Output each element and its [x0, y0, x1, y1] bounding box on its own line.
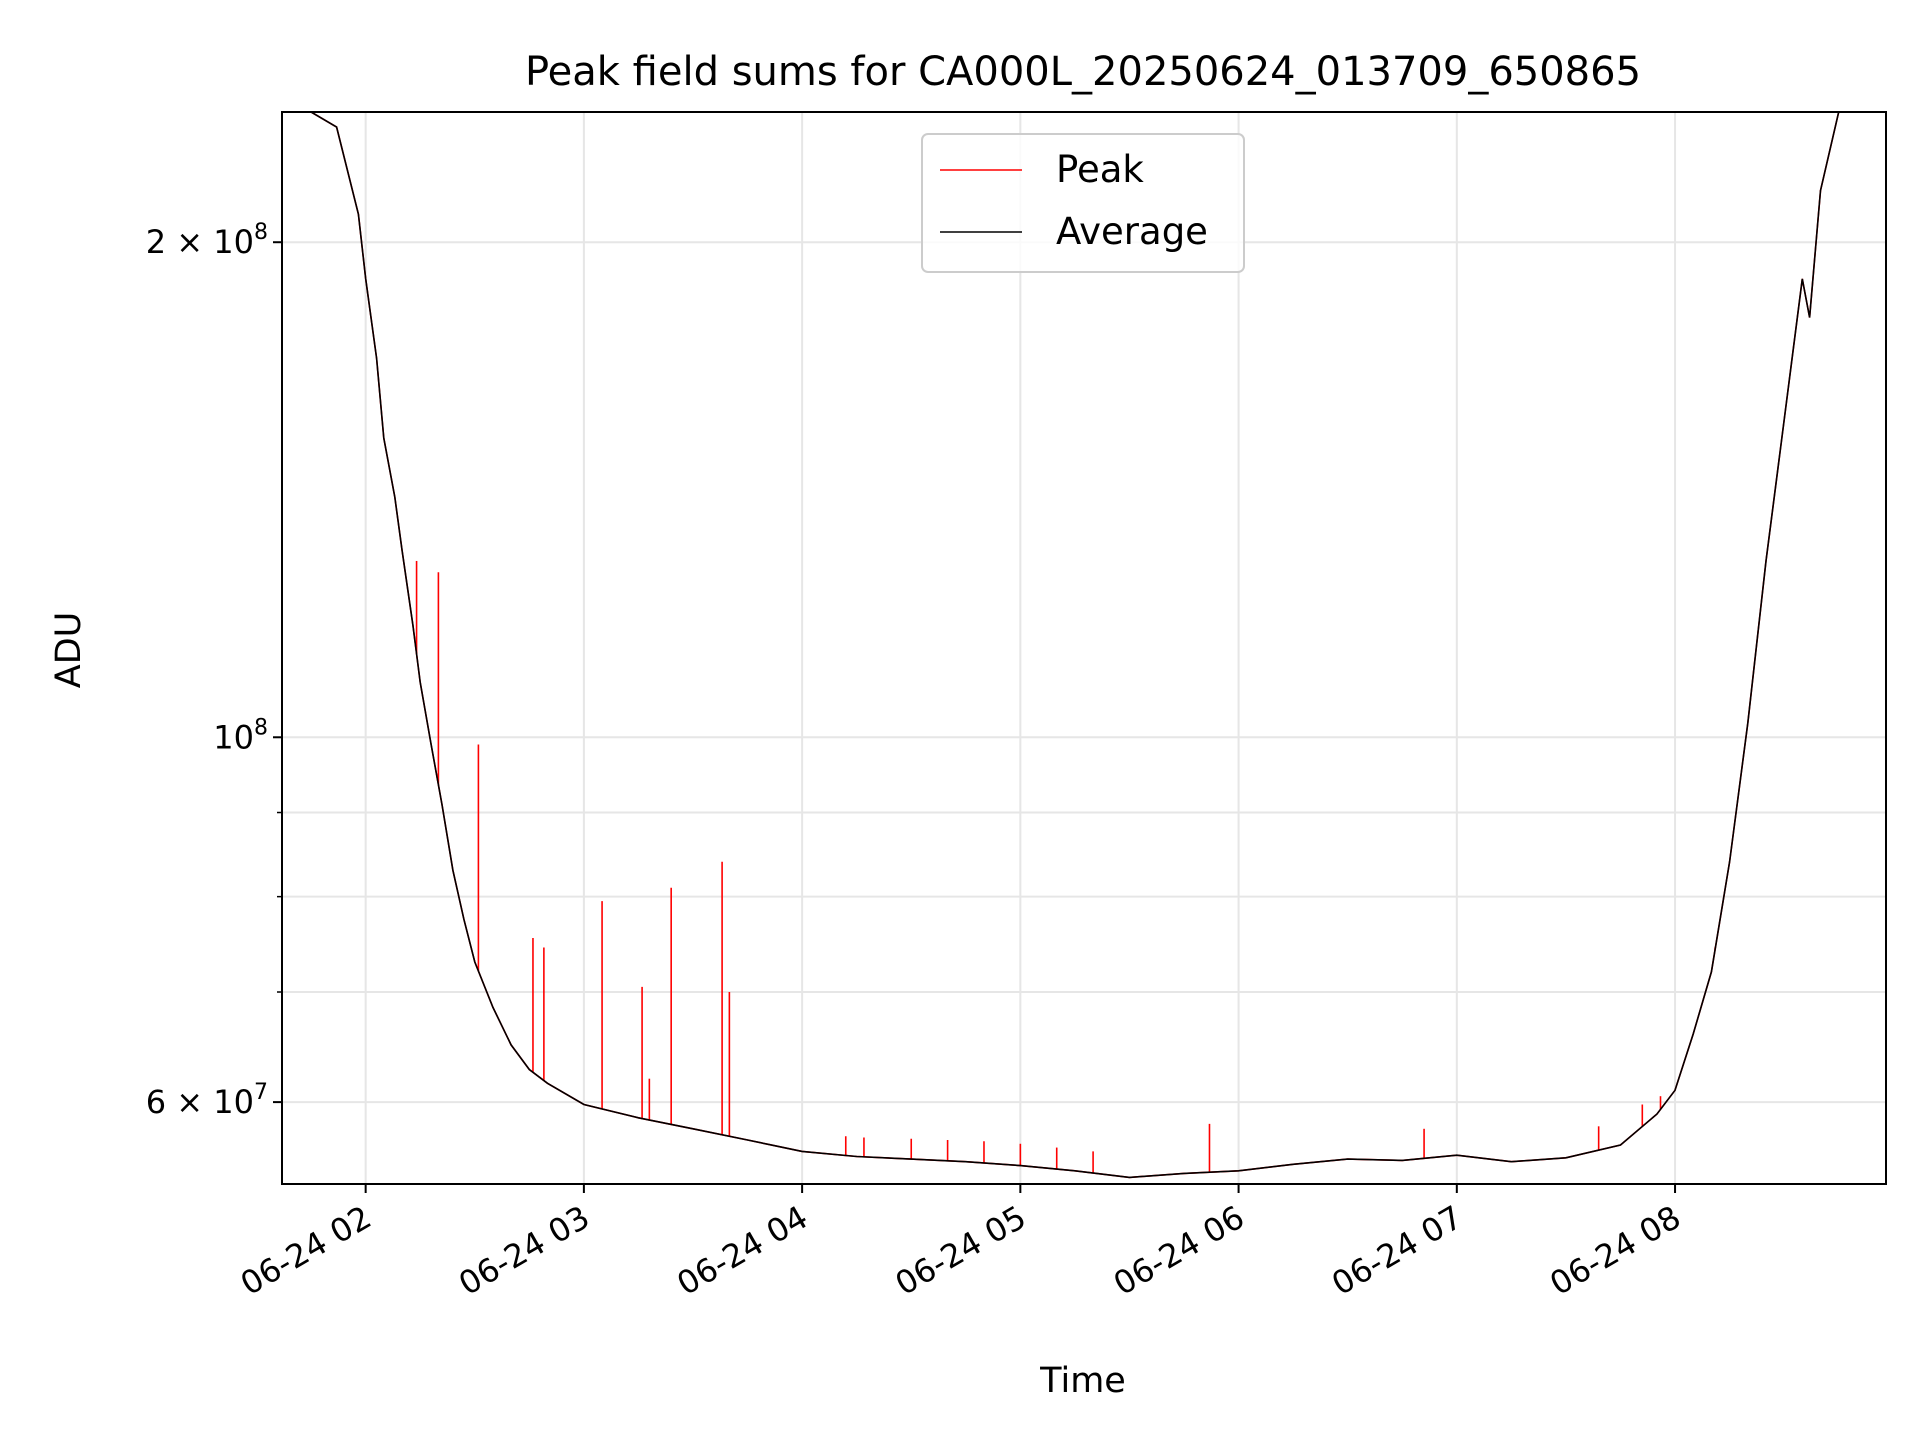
- plot-frame: [281, 111, 1887, 1185]
- y-tick-exponent: 8: [254, 220, 268, 245]
- legend-peak-label: Peak: [1056, 148, 1144, 191]
- y-tick-label: 2 × 108: [146, 220, 268, 261]
- legend: Peak Average: [921, 133, 1245, 273]
- y-tick-label: 6 × 107: [146, 1080, 268, 1121]
- y-tick-base: 10: [213, 718, 254, 756]
- legend-box: [921, 133, 1245, 273]
- y-axis-label: ADU: [49, 612, 89, 689]
- average-line: [282, 112, 1886, 1179]
- y-tick-base: 2 × 10: [146, 223, 254, 261]
- legend-average-label: Average: [1056, 210, 1208, 253]
- chart-title: Peak field sums for CA000L_20250624_0137…: [525, 49, 1641, 95]
- y-tick-label: 108: [213, 715, 268, 756]
- x-axis-label: Time: [1039, 1361, 1126, 1401]
- average-series: [282, 112, 1886, 1179]
- y-tick-exponent: 7: [254, 1080, 268, 1105]
- y-tick-exponent: 8: [254, 715, 268, 740]
- y-tick-base: 6 × 10: [146, 1083, 254, 1121]
